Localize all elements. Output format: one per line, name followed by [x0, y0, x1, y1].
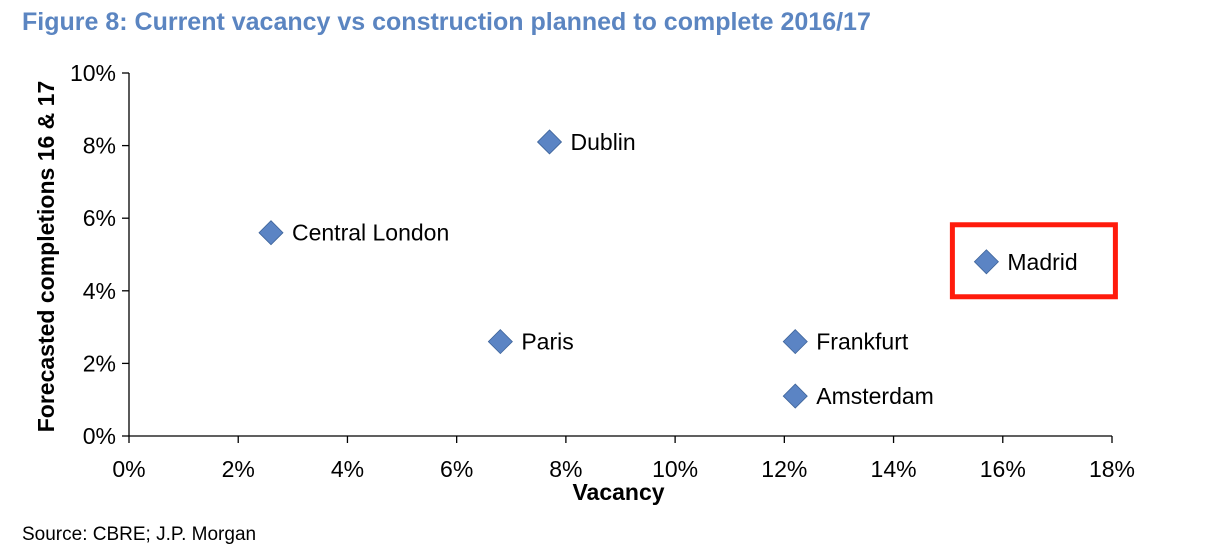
data-point-marker: [782, 383, 808, 409]
y-tick-label: 8%: [83, 133, 116, 159]
x-tick-label: 4%: [331, 456, 364, 482]
y-axis-title: Forecasted completions 16 & 17: [33, 81, 59, 433]
data-point-label: Frankfurt: [816, 329, 909, 355]
chart-ticks: 0% 2% 4% 6% 8% 10% 12% 14% 16% 18% 0% 2% 4% 6% 8% 10%: [70, 60, 1135, 482]
x-tick-label: 8%: [549, 456, 582, 482]
chart-highlight: [949, 222, 1118, 300]
x-tick-label: 0%: [112, 456, 145, 482]
data-point-marker: [487, 329, 513, 355]
figure-title: Figure 8: Current vacancy vs constructio…: [22, 8, 871, 36]
data-point-marker: [973, 249, 999, 275]
y-tick-label: 10%: [70, 60, 116, 86]
x-tick-label: 2%: [222, 456, 255, 482]
chart-points: [258, 129, 999, 409]
highlight-box: [949, 222, 1118, 300]
data-point-label: Madrid: [1007, 249, 1077, 275]
y-tick-label: 0%: [83, 423, 116, 449]
scatter-chart: 0% 2% 4% 6% 8% 10% 12% 14% 16% 18% 0% 2% 4% 6% 8% 10% C…: [33, 60, 1135, 505]
x-axis-title: Vacancy: [572, 479, 664, 505]
data-point-label: Amsterdam: [816, 383, 934, 409]
chart-axes: [128, 73, 1112, 437]
data-point-label: Dublin: [571, 129, 636, 155]
data-point-label: Paris: [521, 329, 573, 355]
x-tick-label: 16%: [980, 456, 1026, 482]
y-tick-label: 6%: [83, 205, 116, 231]
chart-point-labels: Central London Dublin Paris Frankfurt Amster…: [292, 129, 1078, 409]
data-point-marker: [782, 329, 808, 355]
data-point-marker: [258, 220, 284, 246]
source-note: Source: CBRE; J.P. Morgan: [22, 524, 257, 545]
data-point-marker: [536, 129, 563, 155]
x-tick-label: 6%: [440, 456, 473, 482]
y-tick-label: 4%: [83, 278, 116, 304]
x-tick-label: 14%: [871, 456, 917, 482]
y-tick-label: 2%: [83, 350, 116, 376]
x-tick-label: 10%: [652, 456, 698, 482]
x-tick-label: 18%: [1089, 456, 1135, 482]
x-tick-label: 12%: [761, 456, 807, 482]
data-point-label: Central London: [292, 220, 449, 246]
